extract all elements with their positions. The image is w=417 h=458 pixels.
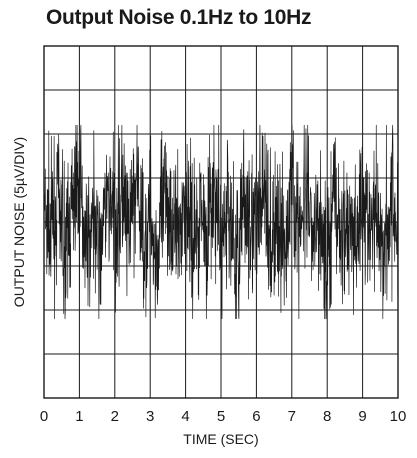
x-axis-label: TIME (SEC) [183,431,258,447]
x-tick-label: 4 [181,408,189,425]
x-tick-label: 3 [146,408,154,425]
chart-title: Output Noise 0.1Hz to 10Hz [46,6,312,29]
x-tick-label: 5 [217,408,225,425]
x-tick-label: 6 [252,408,260,425]
x-tick-label: 8 [323,408,331,425]
plot-frame [43,45,399,399]
x-tick-label: 2 [111,408,119,425]
x-tick-label: 1 [75,408,83,425]
x-tick-label: 9 [358,408,366,425]
noise-trace [43,124,399,320]
x-tick-label: 0 [40,408,48,425]
y-axis-label: OUTPUT NOISE (5µV/DIV) [11,137,27,307]
x-tick-label: 7 [288,408,296,425]
x-tick-labels: 0 1 2 3 4 5 6 7 8 9 10 [40,408,407,425]
x-tick-label: 10 [390,408,407,425]
